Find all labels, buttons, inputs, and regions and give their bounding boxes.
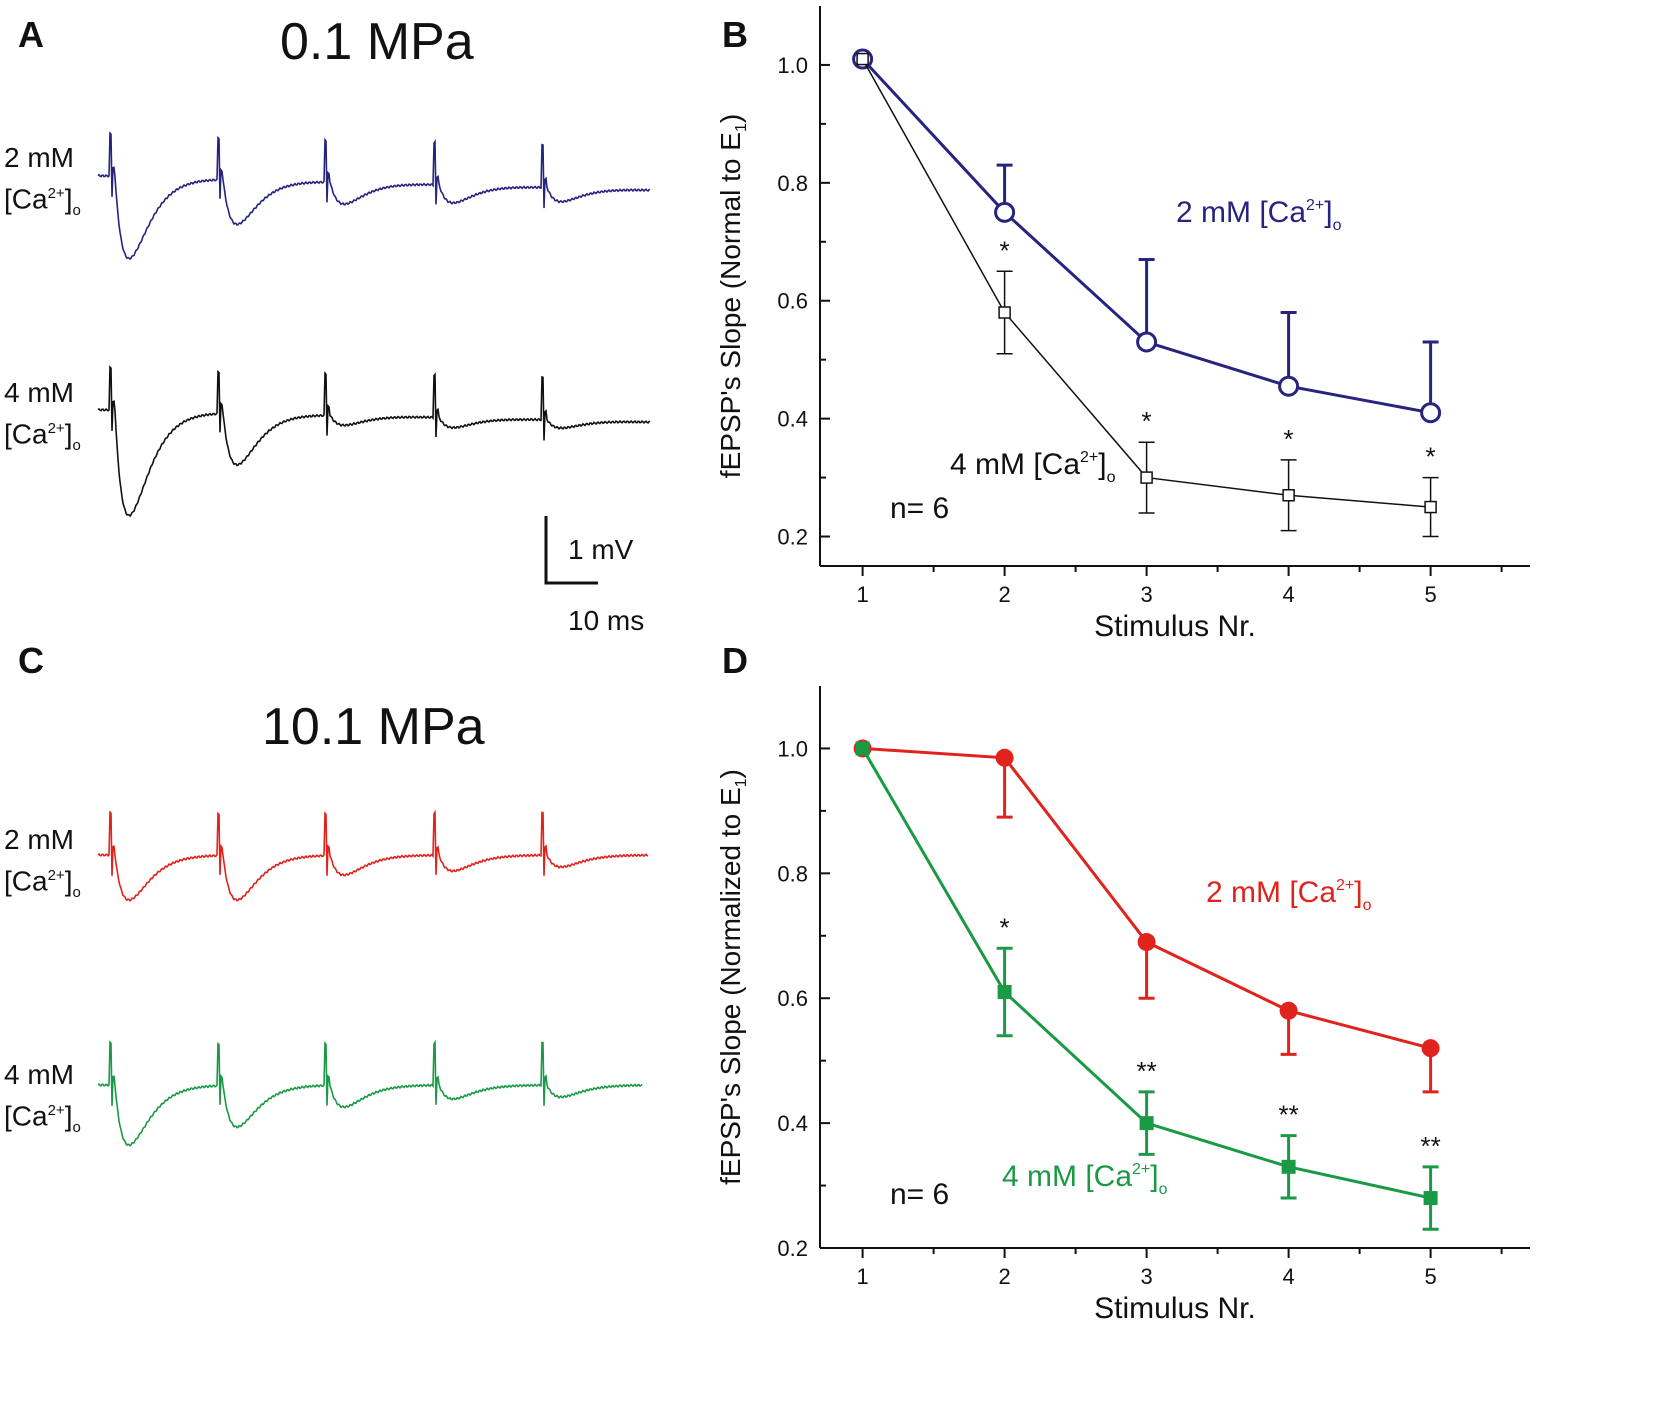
- y-tick-label: 0.4: [777, 1111, 808, 1136]
- pressure-label-a: 0.1 MPa: [280, 13, 474, 71]
- scale-bar-voltage-label: 1 mV: [568, 534, 634, 565]
- n-annotation: n= 6: [890, 1178, 949, 1211]
- trace-label-conc: 4 mM: [4, 377, 74, 408]
- data-point: [1139, 1116, 1154, 1131]
- data-point: [997, 984, 1012, 999]
- series-label: 4 mM [Ca2+]o: [1002, 1160, 1168, 1198]
- data-point: [995, 748, 1014, 767]
- data-point: [1137, 933, 1156, 952]
- chart-d: 0.2 0.4 0.6 0.8 1.0 1 2 3 4 5 Stimulus Nr. fEPSP's …: [715, 686, 1530, 1325]
- data-point: [1281, 1159, 1296, 1174]
- series-label: 2 mM [Ca2+]o: [1206, 876, 1372, 914]
- trace-c-2mm: [97, 809, 649, 902]
- pressure-label-c: 10.1 MPa: [262, 698, 485, 756]
- y-tick-label: 0.8: [777, 861, 808, 886]
- trace-label-a-2mm: 2 mM [Ca2+]o: [4, 142, 81, 219]
- significance-marker: *: [1000, 235, 1010, 265]
- significance-marker: *: [1000, 912, 1010, 942]
- significance-marker: **: [1278, 1100, 1298, 1130]
- y-tick-label: 0.6: [777, 289, 808, 314]
- trace-c-4mm: [97, 1039, 643, 1147]
- data-point: [1421, 1039, 1440, 1058]
- panel-letter-b: B: [722, 14, 748, 55]
- y-axis-label: fEPSP's Slope (Normalized to E1): [715, 769, 750, 1185]
- x-tick-label: 3: [1140, 1264, 1152, 1289]
- panel-letter-d: D: [722, 640, 748, 681]
- series-label: 2 mM [Ca2+]o: [1176, 196, 1342, 234]
- panel-letter-a: A: [18, 14, 44, 55]
- data-point: [1282, 489, 1295, 502]
- x-tick-label: 2: [998, 582, 1010, 607]
- series-line: [861, 58, 1431, 415]
- data-point: [1279, 1001, 1298, 1020]
- n-annotation: n= 6: [890, 492, 949, 525]
- chart-b: 0.2 0.4 0.6 0.8 1.0 1 2 3 4 5 Stimulus Nr. fEPSP's …: [715, 6, 1530, 643]
- data-point: [855, 741, 870, 756]
- trace-label-conc: 2 mM: [4, 824, 74, 855]
- trace-label-conc: 2 mM: [4, 142, 74, 173]
- y-tick-label: 1.0: [777, 53, 808, 78]
- data-point: [856, 52, 869, 66]
- data-point: [1140, 471, 1153, 484]
- y-tick-label: 0.6: [777, 986, 808, 1011]
- x-axis-label: Stimulus Nr.: [1094, 610, 1256, 643]
- x-tick-label: 4: [1282, 582, 1294, 607]
- data-point: [994, 201, 1016, 223]
- data-point: [1420, 402, 1442, 424]
- trace-label-a-4mm: 4 mM [Ca2+]o: [4, 377, 81, 454]
- trace-label-c-2mm: 2 mM [Ca2+]o: [4, 824, 81, 901]
- data-point: [1424, 500, 1437, 514]
- significance-marker: **: [1136, 1056, 1156, 1086]
- data-point: [1423, 1191, 1438, 1206]
- x-tick-label: 3: [1140, 582, 1152, 607]
- panel-letter-c: C: [18, 640, 44, 681]
- trace-a-4mm: [97, 365, 651, 518]
- significance-marker: *: [1426, 442, 1436, 472]
- data-point: [998, 306, 1011, 319]
- x-axis-label: Stimulus Nr.: [1094, 1292, 1256, 1325]
- y-tick-label: 0.2: [777, 1236, 808, 1261]
- trace-a-2mm: [97, 131, 651, 261]
- significance-marker: *: [1284, 424, 1294, 454]
- x-tick-label: 2: [998, 1264, 1010, 1289]
- x-tick-label: 5: [1424, 582, 1436, 607]
- trace-label-c-4mm: 4 mM [Ca2+]o: [4, 1059, 81, 1136]
- y-tick-label: 0.8: [777, 171, 808, 196]
- y-tick-label: 0.4: [777, 407, 808, 432]
- data-point: [1278, 375, 1300, 397]
- x-tick-label: 5: [1424, 1264, 1436, 1289]
- x-tick-label: 1: [856, 582, 868, 607]
- scale-bar: [544, 516, 598, 585]
- significance-marker: *: [1142, 406, 1152, 436]
- y-axis-label: fEPSP's Slope (Normal to E1): [715, 114, 750, 478]
- trace-label-conc: 4 mM: [4, 1059, 74, 1090]
- series-line: [862, 746, 1431, 1050]
- y-tick-label: 0.2: [777, 525, 808, 550]
- significance-marker: **: [1420, 1131, 1440, 1161]
- series-label: 4 mM [Ca2+]o: [950, 448, 1116, 486]
- x-tick-label: 4: [1282, 1264, 1294, 1289]
- y-tick-label: 1.0: [777, 736, 808, 761]
- scale-bar-time-label: 10 ms: [568, 605, 645, 636]
- data-point: [1136, 331, 1158, 353]
- x-tick-label: 1: [856, 1264, 868, 1289]
